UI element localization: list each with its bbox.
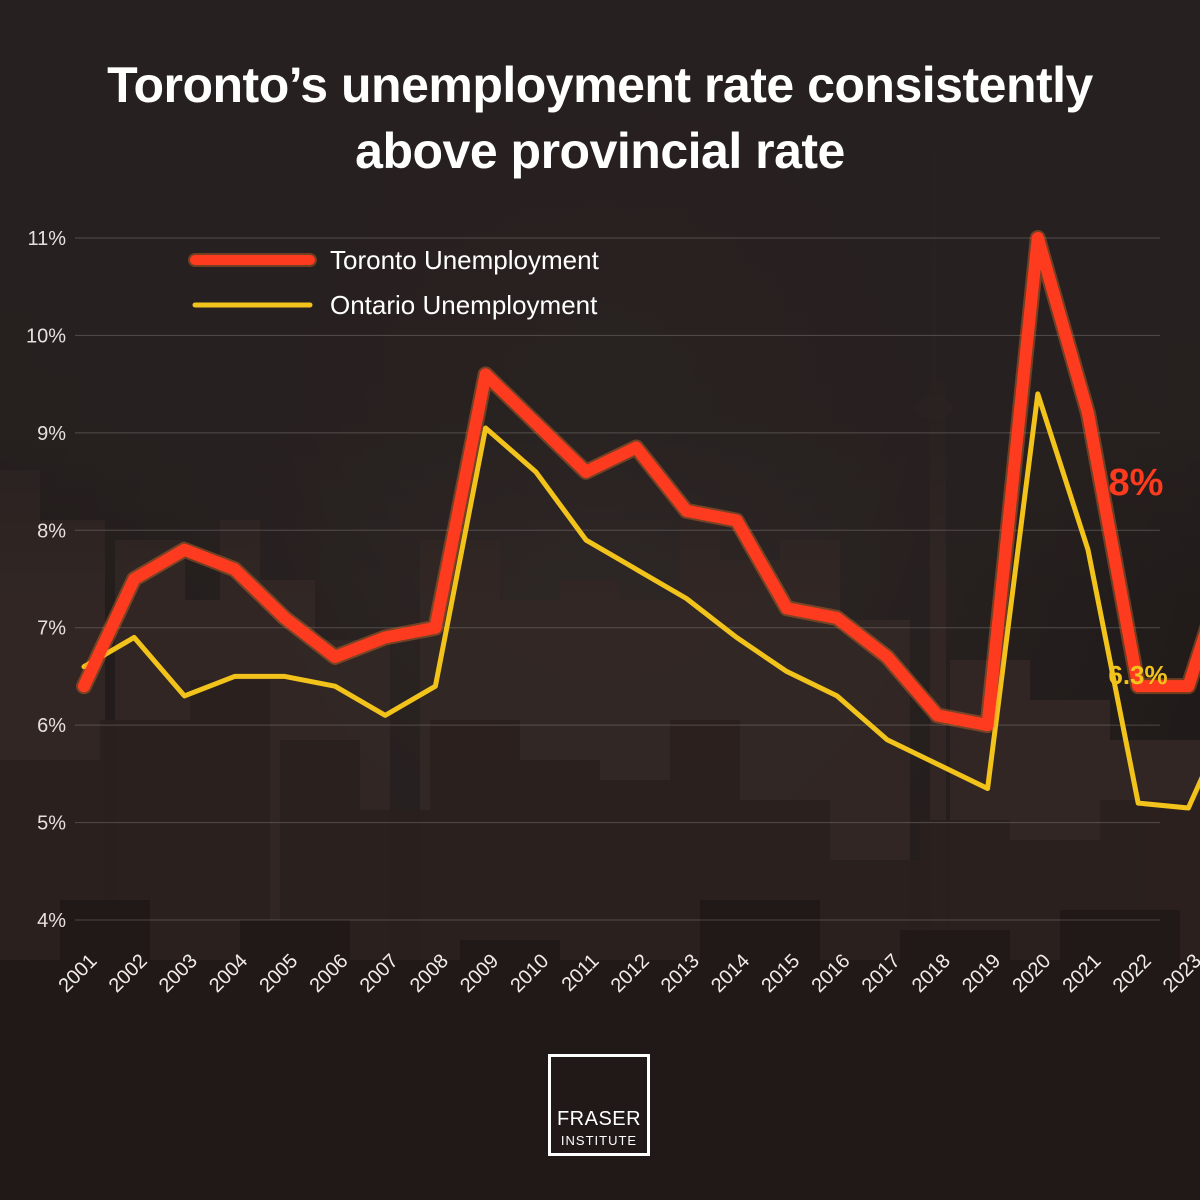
y-tick-label: 11% xyxy=(27,228,66,250)
toronto-data-point xyxy=(1187,685,1189,687)
ontario-data-point xyxy=(585,539,587,541)
toronto-data-point xyxy=(987,724,989,726)
toronto-data-point xyxy=(1087,412,1089,414)
x-tick-label: 2010 xyxy=(506,950,553,997)
toronto-data-point xyxy=(585,471,587,473)
x-tick-label: 2001 xyxy=(55,950,102,997)
y-tick-label: 4% xyxy=(37,910,66,932)
ontario-data-point xyxy=(234,675,236,677)
x-tick-label: 2012 xyxy=(607,950,654,997)
title-line-2: above provincial rate xyxy=(355,123,845,179)
toronto-data-point xyxy=(836,617,838,619)
ontario-data-point xyxy=(786,671,788,673)
x-tick-label: 2005 xyxy=(255,950,302,997)
logo-text-fraser: FRASER xyxy=(556,1108,642,1130)
logo-text-institute: INSTITUTE xyxy=(560,1133,638,1148)
toronto-data-point xyxy=(384,636,386,638)
x-tick-label: 2021 xyxy=(1059,950,1106,997)
ontario-data-point xyxy=(1037,393,1039,395)
legend-ontario-label: Ontario Unemployment xyxy=(330,290,598,320)
ontario-data-point xyxy=(987,787,989,789)
ontario-data-point xyxy=(936,763,938,765)
toronto-data-point xyxy=(886,656,888,658)
y-tick-label: 9% xyxy=(37,423,66,445)
toronto-data-point xyxy=(234,568,236,570)
toronto-data-point xyxy=(635,446,637,448)
ontario-end-label: 6.3% xyxy=(1108,660,1167,690)
ontario-data-point xyxy=(685,597,687,599)
toronto-data-point xyxy=(434,627,436,629)
ontario-data-point xyxy=(284,675,286,677)
x-tick-label: 2016 xyxy=(808,950,855,997)
toronto-data-point xyxy=(736,520,738,522)
x-tick-label: 2009 xyxy=(456,950,503,997)
toronto-data-point xyxy=(183,549,185,551)
x-tick-label: 2014 xyxy=(707,950,754,997)
toronto-end-label: 8% xyxy=(1109,462,1164,504)
x-tick-label: 2008 xyxy=(406,950,453,997)
toronto-data-point xyxy=(284,617,286,619)
x-tick-label: 2013 xyxy=(657,950,704,997)
ontario-data-point xyxy=(384,714,386,716)
toronto-data-point xyxy=(83,685,85,687)
y-tick-label: 6% xyxy=(37,715,66,737)
legend-toronto-label: Toronto Unemployment xyxy=(330,245,600,275)
y-tick-label: 5% xyxy=(37,813,66,835)
x-tick-label: 2020 xyxy=(1008,950,1055,997)
ontario-data-point xyxy=(836,695,838,697)
ontario-data-point xyxy=(1187,807,1189,809)
ontario-data-point xyxy=(535,471,537,473)
toronto-data-point xyxy=(685,510,687,512)
x-tick-label: 2004 xyxy=(205,950,252,997)
x-tick-label: 2002 xyxy=(105,950,152,997)
x-tick-label: 2007 xyxy=(356,950,403,997)
ontario-data-point xyxy=(886,739,888,741)
toronto-series-line xyxy=(78,232,1200,732)
y-tick-label: 7% xyxy=(37,618,66,640)
ontario-series-line xyxy=(81,391,1200,811)
ontario-data-point xyxy=(1137,802,1139,804)
chart-title: Toronto’s unemployment rate consistently… xyxy=(0,52,1200,184)
x-tick-label: 2011 xyxy=(558,950,604,996)
x-tick-label: 2006 xyxy=(306,950,353,997)
y-tick-label: 10% xyxy=(26,325,66,347)
ontario-data-point xyxy=(485,427,487,429)
toronto-data-point xyxy=(1037,237,1039,239)
toronto-data-point xyxy=(485,373,487,375)
toronto-data-point xyxy=(786,607,788,609)
ontario-data-point xyxy=(183,695,185,697)
y-tick-label: 8% xyxy=(37,520,66,542)
toronto-data-point xyxy=(334,656,336,658)
x-tick-label: 2019 xyxy=(958,950,1005,997)
x-tick-label: 2023 xyxy=(1159,950,1200,997)
x-tick-label: 2015 xyxy=(757,950,804,997)
ontario-data-point xyxy=(635,568,637,570)
ontario-data-point xyxy=(133,636,135,638)
title-line-1: Toronto’s unemployment rate consistently xyxy=(107,57,1093,113)
toronto-data-point xyxy=(133,578,135,580)
x-tick-label: 2017 xyxy=(858,950,905,997)
x-tick-label: 2022 xyxy=(1109,950,1156,997)
ontario-data-point xyxy=(736,636,738,638)
x-tick-label: 2018 xyxy=(908,950,955,997)
ontario-data-point xyxy=(434,685,436,687)
toronto-data-point xyxy=(936,714,938,716)
ontario-data-point xyxy=(1087,549,1089,551)
fraser-institute-logo: FRASER INSTITUTE xyxy=(548,1054,650,1156)
toronto-data-point xyxy=(535,422,537,424)
x-tick-label: 2003 xyxy=(155,950,202,997)
ontario-data-point xyxy=(334,685,336,687)
